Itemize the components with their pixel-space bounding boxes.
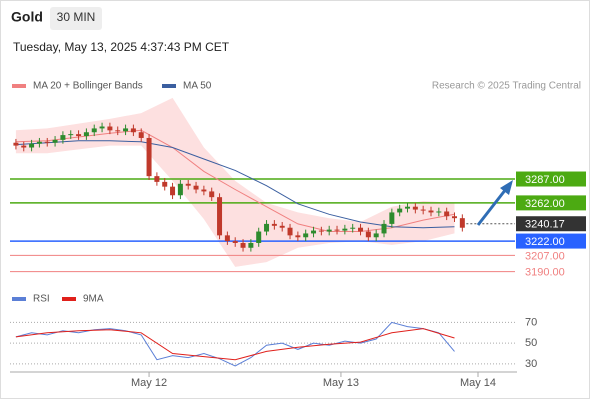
- candle-body: [271, 223, 277, 226]
- candle-body: [232, 241, 238, 243]
- candle-body: [303, 233, 309, 238]
- level-label: 3190.00: [525, 267, 565, 279]
- legend-label: MA 50: [183, 81, 212, 92]
- candle-body: [13, 142, 19, 146]
- candle-body: [21, 145, 27, 148]
- instrument-title: Gold: [11, 9, 43, 25]
- level-label: 3240.17: [525, 219, 565, 231]
- candle-body: [326, 229, 332, 232]
- x-tick-label: May 12: [131, 377, 167, 389]
- y-tick-label: 30: [525, 358, 537, 370]
- candle-body: [68, 134, 74, 136]
- candle-body: [342, 228, 348, 231]
- level-label: 3207.00: [525, 250, 565, 262]
- legend-label: MA 20 + Bollinger Bands: [33, 81, 143, 92]
- level-box: [516, 216, 586, 232]
- candle-body: [209, 191, 215, 198]
- candle-body: [428, 210, 434, 213]
- level-label: 3287.00: [525, 174, 565, 186]
- candle-body: [185, 183, 191, 186]
- candle-body: [193, 185, 199, 190]
- legend-label: RSI: [33, 294, 50, 305]
- attribution: Research © 2025 Trading Central: [432, 81, 581, 92]
- candle-body: [76, 134, 82, 137]
- candle-body: [256, 231, 262, 243]
- level-label: 3222.00: [525, 236, 565, 248]
- interval-box: [50, 7, 102, 30]
- candle-body: [350, 227, 356, 229]
- candle-body: [373, 233, 379, 238]
- trend-arrow: [476, 180, 513, 226]
- candle-body: [311, 230, 317, 234]
- candle-body: [201, 189, 207, 192]
- candle-body: [248, 242, 254, 248]
- candle-body: [52, 139, 58, 143]
- candle-body: [36, 141, 42, 144]
- candle-body: [138, 132, 144, 138]
- candle-body: [452, 216, 458, 219]
- candle-body: [365, 231, 371, 238]
- candle-body: [459, 218, 465, 228]
- candle-body: [217, 197, 223, 236]
- candle-body: [358, 227, 364, 232]
- candle-body: [224, 235, 230, 242]
- candle-body: [60, 135, 66, 140]
- candle-body: [146, 137, 152, 177]
- candle-body: [115, 130, 121, 132]
- candle-body: [264, 223, 270, 232]
- candle-body: [318, 230, 324, 232]
- interval: 30 MIN: [57, 10, 96, 24]
- bollinger-band: [15, 97, 455, 267]
- candle-body: [91, 128, 97, 133]
- indicator-line: [15, 328, 455, 361]
- candle-body: [334, 229, 340, 231]
- candle-body: [177, 183, 183, 196]
- candle-body: [279, 225, 285, 228]
- candle-body: [287, 227, 293, 236]
- candle-body: [240, 242, 246, 248]
- candle-body: [99, 126, 105, 129]
- x-tick-label: May 13: [323, 377, 359, 389]
- candle-body: [436, 211, 442, 213]
- candle-body: [162, 181, 168, 187]
- candle-body: [381, 223, 387, 234]
- candle-body: [444, 211, 450, 217]
- level-box: [516, 171, 586, 187]
- timestamp: Tuesday, May 13, 2025 4:37:43 PM CET: [13, 40, 230, 54]
- candle-body: [389, 212, 395, 224]
- candle-body: [170, 186, 176, 196]
- y-tick-label: 50: [525, 337, 537, 349]
- legend-swatch: [12, 84, 26, 88]
- moving-average: [15, 140, 455, 229]
- candle-body: [154, 176, 160, 182]
- candle-body: [107, 126, 113, 131]
- candle-body: [405, 206, 411, 209]
- legend-label: 9MA: [83, 294, 104, 305]
- level-box: [516, 233, 586, 249]
- candle-body: [420, 209, 426, 211]
- candle-body: [29, 143, 35, 148]
- candle-body: [44, 141, 50, 143]
- candle-body: [83, 132, 89, 137]
- candle-body: [123, 128, 129, 132]
- candle-body: [397, 208, 403, 213]
- x-tick-label: May 14: [460, 377, 496, 389]
- candle-body: [130, 128, 136, 133]
- legend-swatch: [162, 84, 176, 88]
- moving-average: [15, 129, 455, 232]
- y-tick-label: 70: [525, 316, 537, 328]
- legend-swatch: [62, 297, 76, 301]
- legend-swatch: [12, 297, 26, 301]
- level-box: [516, 195, 586, 211]
- candle-body: [412, 206, 418, 210]
- candle-body: [295, 235, 301, 238]
- level-label: 3262.00: [525, 198, 565, 210]
